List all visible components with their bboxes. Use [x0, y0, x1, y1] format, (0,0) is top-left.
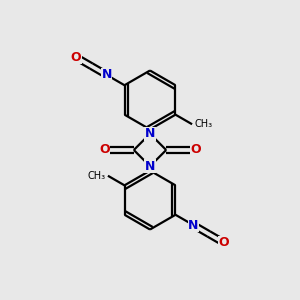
- Text: N: N: [188, 219, 199, 232]
- Text: O: O: [71, 51, 81, 64]
- Text: N: N: [101, 68, 112, 81]
- Text: CH₃: CH₃: [87, 171, 106, 181]
- Text: O: O: [99, 143, 110, 157]
- Text: O: O: [190, 143, 201, 157]
- Text: N: N: [145, 127, 155, 140]
- Text: O: O: [219, 236, 229, 249]
- Text: CH₃: CH₃: [194, 119, 213, 129]
- Text: N: N: [145, 160, 155, 173]
